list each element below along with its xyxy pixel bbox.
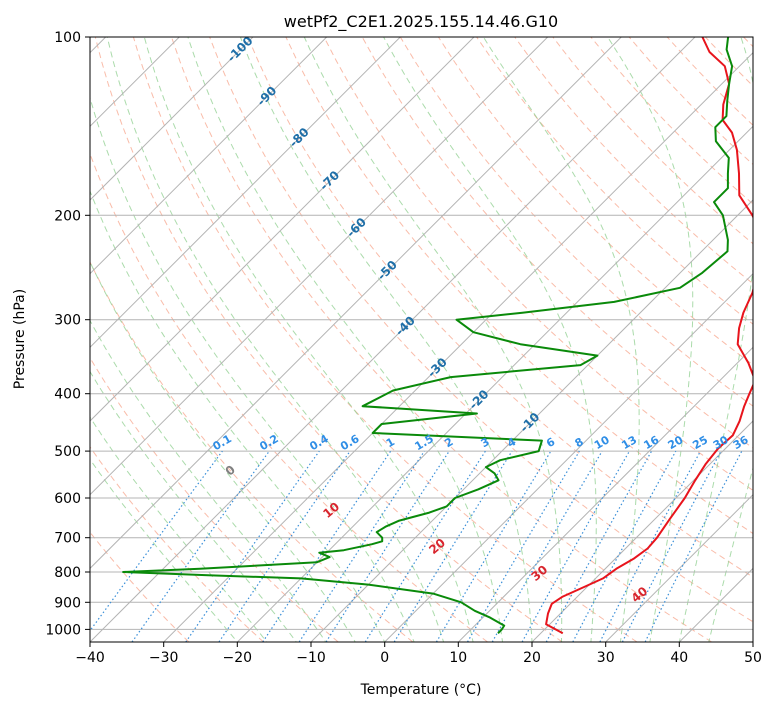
mixing-ratio-line xyxy=(393,450,513,642)
x-tick-label: 40 xyxy=(670,650,688,666)
mixing-ratio-line xyxy=(185,450,320,642)
mixing-ratio-line xyxy=(644,450,743,642)
isotherm-line xyxy=(383,272,753,642)
isotherm-line xyxy=(531,420,753,642)
dry-adiabat-line xyxy=(90,356,339,642)
moist-adiabat-line xyxy=(607,37,694,642)
x-axis-label: Temperature (°C) xyxy=(360,682,482,698)
dry-adiabat-line xyxy=(171,37,712,642)
dry-adiabat-line xyxy=(90,260,414,642)
y-tick-label: 500 xyxy=(54,444,81,460)
x-tick-label: 20 xyxy=(523,650,541,666)
profile-lines xyxy=(122,37,753,635)
y-tick-label: 900 xyxy=(54,595,81,611)
mixing-ratio-line xyxy=(218,450,351,642)
isotherm-line xyxy=(90,37,475,422)
isotherm-line xyxy=(90,37,402,349)
y-tick-label: 600 xyxy=(54,491,81,507)
x-tick-label: 30 xyxy=(597,650,615,666)
mixing-ratio-line xyxy=(298,450,425,642)
moist-adiabat-line xyxy=(383,37,597,642)
x-tick-label: −30 xyxy=(149,650,179,666)
dry-adiabat-line xyxy=(476,37,753,325)
x-tick-label: 10 xyxy=(449,650,467,666)
y-tick-label: 100 xyxy=(54,30,81,46)
y-tick-label: 200 xyxy=(54,208,81,224)
isotherm-line xyxy=(310,199,753,642)
mixing-ratio-line xyxy=(325,450,450,642)
mixing-ratio-line xyxy=(90,450,223,632)
y-tick-label: 1000 xyxy=(45,622,81,638)
dry-adiabat-line xyxy=(209,37,753,623)
x-tick-label: −10 xyxy=(296,650,326,666)
isotherm-line xyxy=(90,37,328,275)
isotherm-line xyxy=(236,125,753,642)
y-tick-label: 800 xyxy=(54,565,81,581)
x-tick-label: 50 xyxy=(744,650,762,666)
plot-frame xyxy=(89,36,754,643)
dry-adiabat-line xyxy=(514,37,753,285)
moist-adiabat-line xyxy=(482,37,640,642)
isotherm-line xyxy=(90,37,549,496)
y-tick-label: 300 xyxy=(54,313,81,329)
moist-adiabat-line xyxy=(90,189,386,642)
dry-adiabat-line xyxy=(247,37,753,578)
y-axis-label: Pressure (hPa) xyxy=(12,289,28,389)
mixing-ratio-line xyxy=(131,450,270,642)
moist-adiabat-line xyxy=(143,37,474,642)
inline-labels: -100-90-80-70-60-50-40-30-20-100.1 0.2 0.4… xyxy=(210,34,750,606)
isotherm-line xyxy=(90,37,623,570)
isotherm-line xyxy=(604,493,753,642)
moist-adiabat-line xyxy=(90,319,327,642)
mixing-ratio-line xyxy=(262,450,392,642)
dry-adiabat-line xyxy=(132,37,638,642)
x-tick-label: −40 xyxy=(75,650,105,666)
mixing-ratio-line xyxy=(572,450,677,642)
background-lines xyxy=(90,37,753,642)
moist-adiabat-line xyxy=(678,37,753,642)
temperature-profile-line xyxy=(545,37,753,635)
dewpoint-profile-line xyxy=(122,37,734,634)
x-tick-label: −20 xyxy=(223,650,253,666)
axes: −40 −30 −20 −10 0 10 20 30 40 50 100 200 300 400 500 60… xyxy=(45,30,762,666)
y-tick-label: 700 xyxy=(54,531,81,547)
isotherm-line xyxy=(162,51,753,642)
x-tick-label: 0 xyxy=(380,650,389,666)
mixing-ratio-line xyxy=(521,450,631,642)
moist-adiabat-line xyxy=(239,37,533,642)
dry-adiabat-line xyxy=(285,37,753,535)
chart-title: wetPf2_C2E1.2025.155.14.46.G10 xyxy=(284,12,558,32)
y-tick-label: 400 xyxy=(54,387,81,403)
isotherm-line xyxy=(90,37,254,201)
isotherm-line xyxy=(457,346,753,642)
isotherm-line xyxy=(90,37,696,642)
mixing-ratio-line xyxy=(545,450,653,642)
dry-adiabat-line xyxy=(94,37,563,642)
dry-adiabat-line xyxy=(90,446,264,642)
